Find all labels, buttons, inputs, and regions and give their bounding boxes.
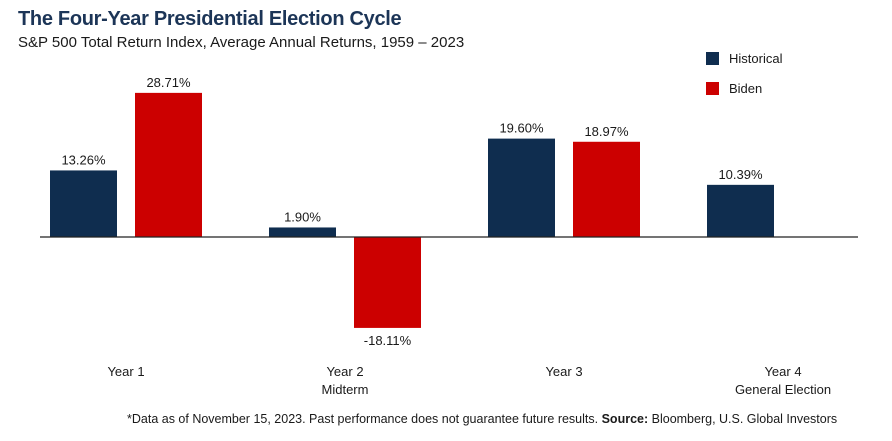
bar-biden-2 — [354, 237, 421, 328]
chart-subtitle: S&P 500 Total Return Index, Average Annu… — [18, 34, 465, 51]
data-label-historical-2: 1.90% — [284, 209, 321, 224]
footnote-text: *Data as of November 15, 2023. Past perf… — [127, 412, 599, 426]
data-label-historical-1: 13.26% — [61, 152, 106, 167]
category-label-2: Year 2 — [326, 364, 363, 379]
category-label-1: Year 1 — [107, 364, 144, 379]
legend-label-historical: Historical — [729, 50, 783, 66]
legend-label-biden: Biden — [729, 80, 763, 96]
footnote: *Data as of November 15, 2023. Past perf… — [127, 412, 837, 426]
data-label-biden-3: 18.97% — [584, 124, 629, 139]
source-text: Bloomberg, U.S. Global Investors — [651, 412, 838, 426]
category-label-4: Year 4 — [764, 364, 801, 379]
data-label-biden-2: -18.11% — [364, 333, 412, 348]
legend-swatch-historical — [706, 51, 719, 65]
legend: Historical Biden — [706, 50, 782, 110]
bar-historical-4 — [707, 184, 774, 237]
category-sublabel-4: General Election — [735, 382, 831, 397]
legend-swatch-biden — [706, 81, 719, 95]
source-label: Source: — [601, 412, 649, 426]
bar-historical-2 — [269, 227, 336, 237]
category-sublabel-2: Midterm — [322, 382, 369, 397]
legend-item-biden: Biden — [706, 80, 782, 96]
data-label-biden-1: 28.71% — [146, 75, 191, 90]
chart-title: The Four-Year Presidential Election Cycl… — [18, 8, 402, 30]
category-label-3: Year 3 — [545, 364, 582, 379]
data-label-historical-4: 10.39% — [718, 167, 763, 182]
bar-biden-3 — [573, 141, 640, 237]
bar-biden-1 — [135, 92, 202, 238]
bar-historical-3 — [488, 138, 555, 237]
data-label-historical-3: 19.60% — [499, 121, 544, 136]
legend-item-historical: Historical — [706, 50, 782, 66]
bar-historical-1 — [50, 170, 117, 237]
